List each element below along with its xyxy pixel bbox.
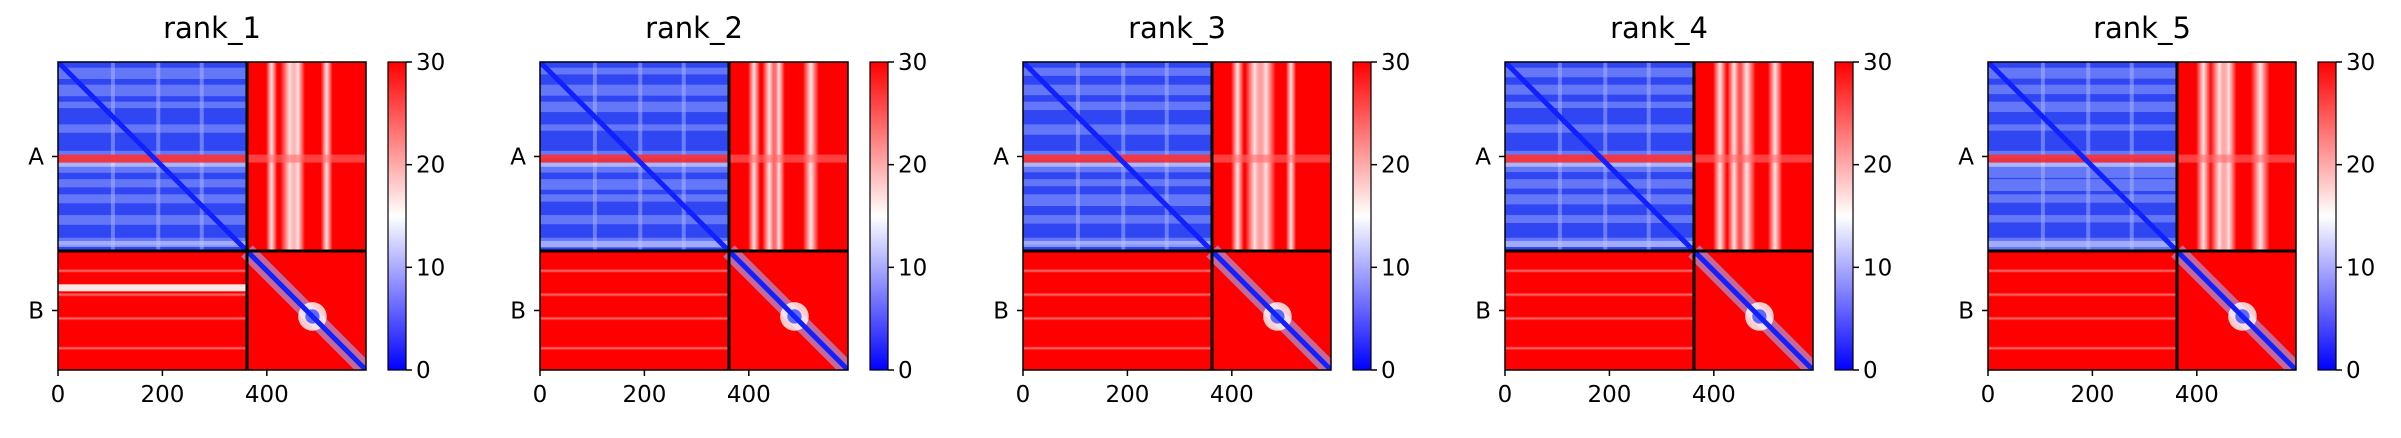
- diagonal: [1023, 62, 1331, 370]
- diagonal: [58, 62, 366, 370]
- x-tick-label: 400: [727, 382, 771, 408]
- chain-label: B: [993, 298, 1009, 324]
- colorbar: [1834, 61, 1854, 371]
- x-tick-label: 0: [1016, 382, 1031, 408]
- x-tick-label: 0: [1981, 382, 1996, 408]
- x-tick-label: 200: [1587, 382, 1631, 408]
- diagonal: [540, 62, 848, 370]
- panel-4: rank_4 A B 0 200 400 0 10 20 30: [1475, 11, 1892, 408]
- x-tick-label: 200: [1105, 382, 1149, 408]
- colorbar-tick-label: 20: [1381, 153, 1410, 179]
- chain-label: A: [510, 144, 526, 170]
- colorbar-tick-label: 10: [1381, 255, 1410, 281]
- x-tick-label: 0: [1498, 382, 1513, 408]
- colorbar-tick-label: 20: [898, 153, 927, 179]
- white-streak: [58, 284, 247, 292]
- colorbar-tick-label: 10: [416, 255, 445, 281]
- heatmap: [1988, 62, 2296, 370]
- panel-1: rank_1 A B 0 200 400 0 10 20 30: [28, 11, 445, 408]
- colorbar-tick-label: 0: [416, 358, 431, 384]
- axes-frame: [1987, 61, 2297, 371]
- heatmap: [1023, 62, 1331, 370]
- chain-label: B: [1475, 298, 1491, 324]
- x-tick-label: 400: [245, 382, 289, 408]
- colorbar-tick-label: 30: [898, 50, 927, 76]
- colorbar: [387, 61, 407, 371]
- colorbar-tick-label: 20: [2346, 153, 2375, 179]
- panel-title: rank_2: [645, 11, 743, 45]
- colorbar-tick-label: 20: [416, 153, 445, 179]
- axes-frame: [57, 61, 367, 371]
- colorbar-tick-label: 30: [1381, 50, 1410, 76]
- panel-3: rank_3 A B 0 200 400 0 10 20 30: [993, 11, 1410, 408]
- x-tick-label: 0: [51, 382, 66, 408]
- colorbar: [2317, 61, 2337, 371]
- chain-label: B: [510, 298, 526, 324]
- heatmap: [58, 62, 366, 370]
- panel-title: rank_3: [1128, 11, 1226, 45]
- x-tick-label: 200: [140, 382, 184, 408]
- colorbar-tick-label: 30: [416, 50, 445, 76]
- colorbar-tick-label: 10: [898, 255, 927, 281]
- chain-label: A: [1475, 144, 1491, 170]
- heatmap: [540, 62, 848, 370]
- x-tick-label: 0: [533, 382, 548, 408]
- colorbar-tick-label: 10: [1863, 255, 1892, 281]
- diagonal: [1505, 62, 1813, 370]
- x-tick-label: 200: [2070, 382, 2114, 408]
- colorbar-tick-label: 0: [2346, 358, 2361, 384]
- panel-title: rank_1: [163, 11, 261, 45]
- heatmap: [1505, 62, 1813, 370]
- colorbar-tick-label: 10: [2346, 255, 2375, 281]
- axes-frame: [539, 61, 849, 371]
- colorbar-tick-label: 30: [1863, 50, 1892, 76]
- x-tick-label: 400: [1210, 382, 1254, 408]
- x-tick-label: 400: [1692, 382, 1736, 408]
- panel-title: rank_4: [1610, 11, 1708, 45]
- chain-label: A: [28, 144, 44, 170]
- panel-2: rank_2 A B 0 200 400 0 10 20 30: [510, 11, 927, 408]
- x-tick-label: 200: [622, 382, 666, 408]
- chain-label: B: [28, 298, 44, 324]
- colorbar-tick-label: 0: [1381, 358, 1396, 384]
- panel-5: rank_5 A B 0 200 400 0 10 20 30: [1958, 11, 2375, 408]
- colorbar: [1352, 61, 1372, 371]
- colorbar: [869, 61, 889, 371]
- chain-label: A: [1958, 144, 1974, 170]
- diagonal: [1988, 62, 2296, 370]
- colorbar-tick-label: 0: [1863, 358, 1878, 384]
- colorbar-tick-label: 30: [2346, 50, 2375, 76]
- x-tick-label: 400: [2175, 382, 2219, 408]
- chain-label: B: [1958, 298, 1974, 324]
- chain-label: A: [993, 144, 1009, 170]
- panel-title: rank_5: [2093, 11, 2191, 45]
- colorbar-tick-label: 0: [898, 358, 913, 384]
- axes-frame: [1022, 61, 1332, 371]
- colorbar-tick-label: 20: [1863, 153, 1892, 179]
- axes-frame: [1504, 61, 1814, 371]
